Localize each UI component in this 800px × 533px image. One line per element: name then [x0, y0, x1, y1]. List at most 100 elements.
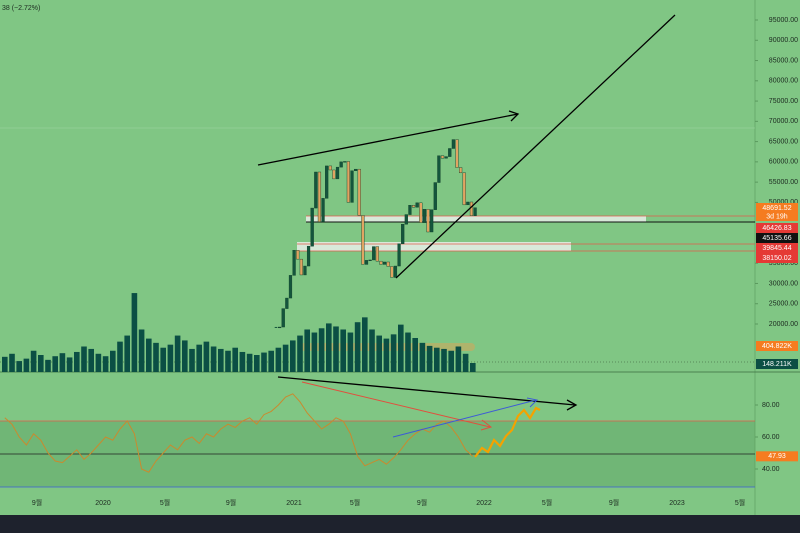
- price-tag-bg: [756, 203, 798, 213]
- arrow-head: [566, 399, 578, 411]
- candle: [343, 161, 347, 163]
- volume-bar: [311, 332, 318, 372]
- x-tick-label: 9월: [226, 498, 236, 507]
- volume-bar: [354, 322, 361, 372]
- volume-bar: [369, 329, 375, 372]
- volume-bar: [390, 334, 397, 372]
- candle: [321, 198, 325, 223]
- volume-bar: [282, 344, 289, 372]
- volume-bar: [138, 329, 145, 372]
- volume-bar: [88, 348, 94, 372]
- y-tick-label: 90000.00: [769, 37, 798, 44]
- price-tag: 45135.66: [762, 235, 791, 242]
- countdown-bg: [756, 212, 798, 221]
- candle: [296, 250, 300, 260]
- volume-bar: [470, 363, 476, 372]
- candle: [397, 243, 401, 267]
- candle: [393, 265, 398, 278]
- x-tick-label: 9월: [32, 498, 42, 507]
- rsi-tick-label: 60.00: [762, 434, 780, 441]
- candle: [346, 161, 350, 203]
- candle: [459, 167, 463, 174]
- candle: [361, 215, 365, 265]
- candle: [419, 202, 423, 223]
- volume-bar: [448, 350, 454, 372]
- price-tag: 48691.52: [762, 205, 791, 212]
- price-tag: 46426.83: [762, 225, 791, 232]
- candle: [357, 168, 361, 216]
- rsi-tag-bg: [756, 451, 798, 462]
- x-tick-label: 5월: [735, 498, 745, 507]
- candle: [335, 166, 340, 180]
- volume-bar: [66, 357, 73, 372]
- candle: [448, 148, 452, 157]
- x-tick-label: 9월: [417, 498, 427, 507]
- price-tag-bg: [756, 243, 798, 253]
- volume-bar: [102, 356, 109, 372]
- candle: [473, 207, 477, 216]
- y-tick-label: 50000.00: [769, 199, 798, 206]
- volume-bar: [254, 354, 260, 372]
- volume-bar: [326, 323, 332, 372]
- volume-bar: [16, 361, 22, 372]
- volume-bar: [38, 354, 44, 372]
- candle: [411, 205, 416, 208]
- volume-bar: [405, 332, 411, 372]
- volume-bar: [333, 326, 339, 372]
- candle: [444, 156, 448, 159]
- volume-bar: [376, 335, 382, 372]
- volume-bar: [297, 335, 303, 372]
- y-tick-label: 35000.00: [769, 260, 798, 267]
- volume-bar: [398, 324, 404, 372]
- candle: [350, 170, 354, 203]
- candle: [466, 201, 470, 206]
- y-tick-label: 30000.00: [769, 280, 798, 287]
- x-tick-label: 2022: [476, 500, 492, 507]
- volume-bar: [124, 335, 130, 372]
- volume-bar: [203, 341, 210, 372]
- candle: [375, 246, 379, 262]
- plot: [2, 139, 477, 473]
- candle: [386, 261, 390, 267]
- rsi-tick-label: 40.00: [762, 466, 780, 473]
- volume-bar: [117, 341, 123, 372]
- rsi-tick-label: 80.00: [762, 402, 780, 409]
- arrow-head: [508, 110, 520, 122]
- x-tick-label: 2023: [669, 500, 685, 507]
- volume-bar: [189, 348, 195, 372]
- candle: [325, 165, 329, 199]
- price-change: 38 (−2.72%): [2, 5, 40, 12]
- volume-bar: [239, 351, 246, 372]
- volume-bar: [153, 342, 159, 372]
- x-tick-label: 5월: [160, 498, 170, 507]
- volume-bar: [131, 293, 138, 372]
- arrow-head: [526, 397, 539, 408]
- candle: [437, 155, 441, 183]
- y-tick-label: 75000.00: [769, 98, 798, 105]
- volume-bar: [290, 340, 296, 372]
- volume-bar: [2, 356, 8, 372]
- candle: [368, 259, 372, 261]
- candle: [303, 265, 307, 276]
- trend-arrow: [257, 113, 519, 166]
- candle: [408, 205, 412, 215]
- x-tick-label: 9월: [609, 498, 619, 507]
- x-tick-label: 2020: [95, 500, 111, 507]
- candle: [426, 209, 430, 233]
- rsi-line: [4, 393, 474, 473]
- volume-bar: [196, 344, 202, 372]
- y-tick-label: 55000.00: [769, 179, 798, 186]
- candle: [354, 168, 358, 171]
- candle: [372, 246, 376, 261]
- volume-tag: 148.211K: [762, 361, 792, 368]
- y-tick-label: 20000.00: [769, 321, 798, 328]
- y-tick-label: 25000.00: [769, 301, 798, 308]
- x-tick-label: 2021: [286, 500, 302, 507]
- volume-bar: [412, 337, 418, 372]
- y-tick-label: 70000.00: [769, 118, 798, 125]
- volume-bar: [261, 352, 267, 372]
- volume-bar: [95, 353, 102, 372]
- y-tick-label: 60000.00: [769, 159, 798, 166]
- price-tag-bg: [756, 223, 798, 233]
